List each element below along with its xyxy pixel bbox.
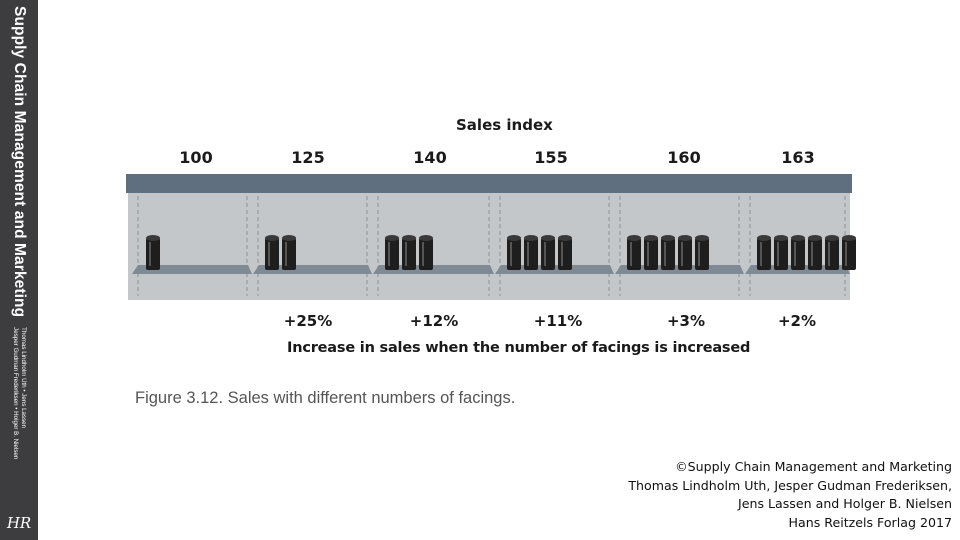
publisher-logo: HR	[0, 506, 38, 540]
sales-increase-5: +2%	[777, 312, 817, 330]
publisher-logo-mark: HR	[6, 514, 32, 532]
copyright-line3: Jens Lassen and Holger B. Nielsen	[738, 496, 952, 511]
figure-caption: Figure 3.12. Sales with different number…	[135, 389, 516, 407]
can-section-4-2	[524, 235, 538, 270]
can-section-6-3	[791, 235, 805, 270]
can-section-6-4	[808, 235, 822, 270]
sales-index-value-2: 125	[291, 148, 325, 167]
sales-index-value-5: 160	[667, 148, 701, 167]
can-section-6-2	[774, 235, 788, 270]
can-section-1-1	[146, 235, 160, 270]
chart-title: Sales index	[456, 116, 553, 134]
copyright-line4: Hans Reitzels Forlag 2017	[788, 514, 952, 530]
sales-increase-1: +25%	[283, 312, 333, 330]
can-section-3-1	[385, 235, 399, 270]
sales-index-value-4: 155	[534, 148, 568, 167]
sales-index-value-1: 100	[179, 148, 213, 167]
copyright-line2: Thomas Lindholm Uth, Jesper Gudman Frede…	[628, 477, 952, 493]
can-section-5-3	[661, 235, 675, 270]
chart-caption: Increase in sales when the number of fac…	[287, 340, 751, 356]
shelf-top-rail	[126, 174, 852, 193]
can-section-5-2	[644, 235, 658, 270]
can-section-6-1	[757, 235, 771, 270]
sales-increase-3: +11%	[533, 312, 583, 330]
copyright-notice: ©Supply Chain Management and Marketing T…	[532, 458, 952, 532]
can-section-4-1	[507, 235, 521, 270]
shelf-ledge-1	[132, 265, 252, 274]
can-section-5-5	[695, 235, 709, 270]
sales-increase-4: +3%	[666, 312, 706, 330]
can-section-2-1	[265, 235, 279, 270]
can-section-4-4	[558, 235, 572, 270]
copyright-line1: ©Supply Chain Management and Marketing	[675, 459, 952, 474]
can-section-5-1	[627, 235, 641, 270]
can-section-2-2	[282, 235, 296, 270]
sales-index-value-6: 163	[781, 148, 815, 167]
sales-index-value-3: 140	[413, 148, 447, 167]
can-section-3-2	[402, 235, 416, 270]
can-section-4-3	[541, 235, 555, 270]
can-section-3-3	[419, 235, 433, 270]
can-section-6-5	[825, 235, 839, 270]
sales-increase-2: +12%	[409, 312, 459, 330]
can-section-5-4	[678, 235, 692, 270]
can-section-6-6	[842, 235, 856, 270]
book-spine: Supply Chain Management and Marketing Th…	[0, 0, 38, 540]
